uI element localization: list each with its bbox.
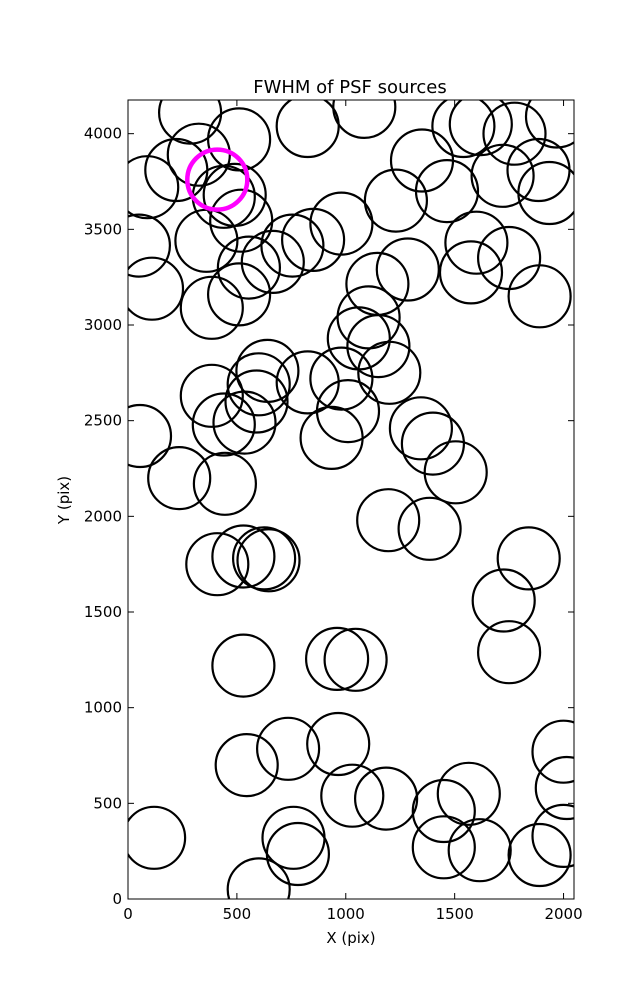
psf-source-marker xyxy=(128,155,180,220)
psf-source-marker xyxy=(477,620,542,685)
psf-source-marker xyxy=(471,568,536,633)
psf-source-marker xyxy=(236,528,301,593)
x-tick-label: 500 xyxy=(223,905,252,923)
psf-source-marker xyxy=(534,755,574,821)
psf-source-marker xyxy=(375,237,440,302)
psf-source-marker xyxy=(507,822,572,888)
psf-source-marker xyxy=(506,137,571,203)
y-tick-label: 2000 xyxy=(84,507,122,525)
psf-source-marker xyxy=(224,369,289,434)
psf-source-marker xyxy=(214,732,279,798)
psf-source-marker xyxy=(275,100,340,159)
psf-source-marker xyxy=(212,390,277,455)
psf-source-marker xyxy=(436,761,501,826)
psf-source-marker xyxy=(128,403,173,469)
psf-source-marker xyxy=(179,363,244,428)
x-tick-label: 1000 xyxy=(327,905,365,923)
x-tick-label: 1500 xyxy=(436,905,474,923)
psf-source-marker xyxy=(306,711,371,777)
psf-source-marker xyxy=(423,440,488,505)
psf-source-marker xyxy=(260,213,325,278)
psf-source-marker xyxy=(144,137,209,203)
psf-source-marker xyxy=(309,191,374,256)
psf-source-marker xyxy=(323,627,388,692)
psf-source-marker xyxy=(482,101,547,166)
psf-source-marker xyxy=(128,213,171,278)
psf-source-marker xyxy=(388,396,453,461)
psf-source-marker xyxy=(185,532,250,597)
psf-source-marker xyxy=(444,210,509,275)
y-tick-label: 1000 xyxy=(84,699,122,717)
psf-source-marker xyxy=(397,496,462,561)
psf-source-marker xyxy=(477,225,542,291)
psf-source-marker xyxy=(240,229,305,294)
y-axis-label: Y (pix) xyxy=(55,476,73,525)
x-axis-label: X (pix) xyxy=(326,929,375,947)
psf-source-marker xyxy=(507,264,572,329)
psf-source-marker xyxy=(524,100,574,149)
psf-source-marker xyxy=(411,815,476,880)
psf-source-marker xyxy=(414,159,480,224)
psf-source-marker xyxy=(275,350,340,415)
psf-source-marker xyxy=(356,488,421,553)
psf-source-marker xyxy=(211,524,276,589)
psf-source-marker xyxy=(517,160,574,226)
psf-source-marker xyxy=(470,143,535,208)
psf-source-marker xyxy=(158,100,223,145)
x-tick-label: 2000 xyxy=(544,905,582,923)
psf-source-marker xyxy=(400,411,465,476)
psf-source-marker xyxy=(191,392,256,457)
psf-source-marker xyxy=(216,235,281,300)
marks-layer xyxy=(128,100,574,899)
psf-source-marker xyxy=(232,526,297,591)
y-tick-label: 2500 xyxy=(84,412,122,430)
psf-source-marker xyxy=(207,262,272,327)
psf-source-marker xyxy=(332,100,397,139)
psf-source-marker xyxy=(447,818,512,883)
psf-source-marker xyxy=(357,340,422,405)
psf-source-marker xyxy=(411,778,476,844)
psf-source-marker xyxy=(226,857,291,899)
psf-source-marker xyxy=(326,306,391,371)
psf-source-marker xyxy=(128,256,185,321)
psf-source-marker xyxy=(305,626,370,692)
y-tick-label: 500 xyxy=(93,794,122,812)
psf-source-marker xyxy=(496,526,561,591)
psf-source-marker xyxy=(128,805,187,870)
psf-source-marker xyxy=(438,240,504,305)
psf-source-marker xyxy=(320,763,385,828)
psf-source-marker xyxy=(281,207,346,272)
psf-source-marker xyxy=(299,405,364,470)
psf-source-marker xyxy=(531,803,574,868)
x-tick-label: 0 xyxy=(123,905,133,923)
ticks-layer: 0 500 1000 1500 2000 0 500 1000 1500 2000 2500 3000… xyxy=(84,100,583,923)
psf-source-marker xyxy=(179,275,244,340)
psf-source-marker xyxy=(431,100,496,159)
psf-source-marker xyxy=(265,821,330,887)
y-tick-label: 1500 xyxy=(84,603,122,621)
highlighted-source-marker xyxy=(185,147,250,212)
psf-source-marker xyxy=(226,352,291,417)
psf-source-marker xyxy=(531,719,574,784)
y-tick-label: 3500 xyxy=(84,220,122,238)
psf-source-marker xyxy=(354,766,419,831)
psf-source-marker xyxy=(211,633,276,698)
psf-source-marker xyxy=(256,716,321,781)
psf-source-marker xyxy=(147,446,212,511)
psf-source-marker xyxy=(192,451,257,516)
psf-source-marker xyxy=(309,346,374,411)
psf-source-marker xyxy=(174,208,239,273)
y-tick-label: 4000 xyxy=(84,125,122,143)
y-tick-label: 0 xyxy=(112,890,122,908)
y-tick-label: 3000 xyxy=(84,316,122,334)
plot-frame xyxy=(127,99,575,900)
chart-title: FWHM of PSF sources xyxy=(253,77,447,98)
psf-source-marker xyxy=(346,314,411,379)
psf-source-marker xyxy=(363,168,428,233)
